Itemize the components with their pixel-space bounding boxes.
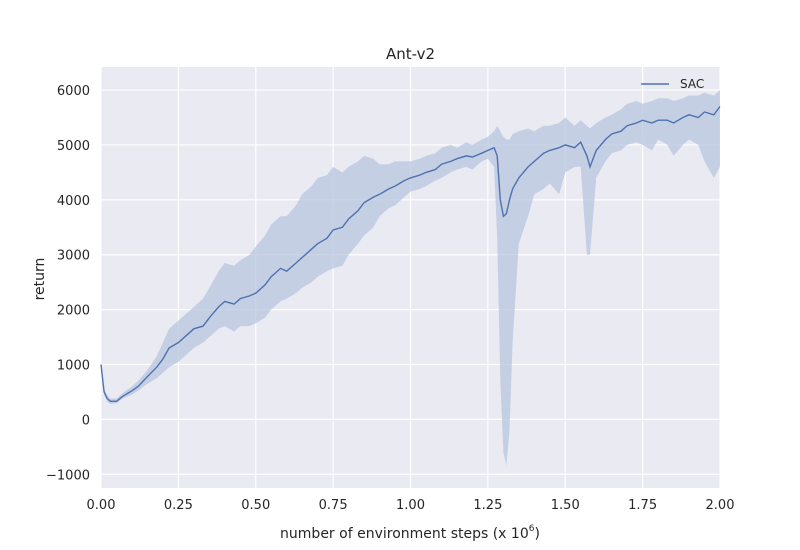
y-tick-label: 1000: [57, 358, 90, 373]
x-axis-label-exponent: 6: [529, 524, 535, 534]
x-tick-label: 1.25: [473, 498, 502, 513]
legend-label-sac: SAC: [680, 77, 704, 91]
confidence-band: [101, 90, 720, 466]
x-tick-label: 0.25: [164, 498, 193, 513]
x-axis-label: number of environment steps (x 106): [280, 524, 540, 542]
series-line-sac: [100, 106, 721, 402]
y-tick-label: 6000: [57, 84, 90, 99]
x-tick-label: 0.75: [319, 498, 348, 513]
x-tick-label: 0.50: [241, 498, 270, 513]
x-tick-label: 1.50: [551, 498, 580, 513]
y-tick-label: 0: [82, 413, 90, 428]
y-tick-label: 2000: [57, 304, 90, 319]
x-axis-label-close: ): [534, 526, 539, 542]
legend: SAC: [641, 77, 704, 91]
y-tick-label: 4000: [57, 194, 90, 209]
chart-title: Ant-v2: [386, 45, 435, 63]
x-tick-label: 1.75: [628, 498, 657, 513]
y-axis-label: return: [32, 258, 48, 301]
x-tick-label: 0.00: [87, 498, 116, 513]
x-tick-labels: 0.00 0.25 0.50 0.75 1.00 1.25 1.50 1.75 2.00: [87, 498, 735, 513]
x-tick-label: 2.00: [706, 498, 735, 513]
x-tick-label: 1.00: [396, 498, 425, 513]
x-axis-label-main: number of environment steps (x 10: [280, 526, 529, 542]
y-tick-label: 5000: [57, 139, 90, 154]
y-tick-label: −1000: [46, 468, 90, 483]
y-tick-label: 3000: [57, 249, 90, 264]
y-tick-labels: −1000 0 1000 2000 3000 4000 5000 6000: [46, 84, 90, 483]
